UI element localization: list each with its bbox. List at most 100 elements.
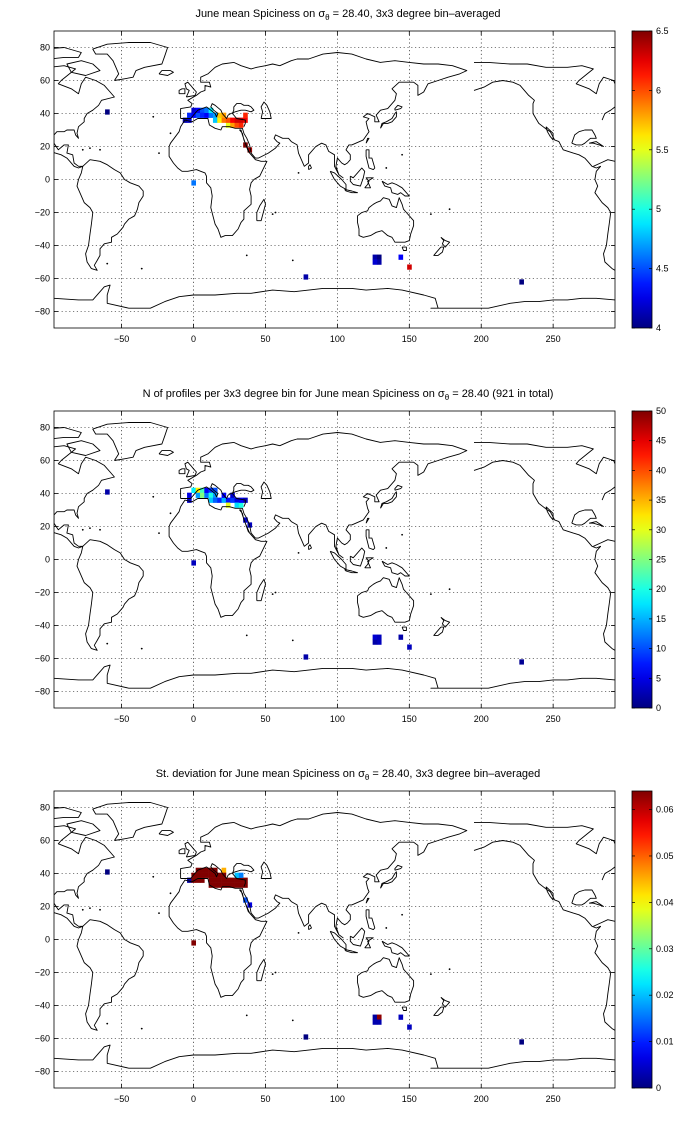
data-bin	[234, 877, 240, 883]
data-bin	[372, 639, 378, 645]
data-bin	[372, 1019, 378, 1025]
data-bin	[225, 497, 231, 503]
data-bin	[212, 112, 218, 118]
colorbar-tick-label: 10	[656, 644, 666, 654]
data-bin	[519, 1039, 524, 1045]
y-tick-label: −60	[35, 274, 50, 284]
data-bin	[376, 634, 382, 640]
data-bin	[187, 497, 192, 503]
data-bin	[376, 254, 382, 260]
data-bin	[187, 877, 192, 883]
coastlines	[54, 422, 615, 689]
colorbar-tick-label: 0.04	[656, 897, 674, 907]
colorbar-tick-label: 35	[656, 495, 666, 505]
data-bin	[212, 882, 218, 888]
colorbar-tick-label: 4.5	[656, 264, 669, 274]
data-bin	[221, 877, 227, 883]
data-bin	[398, 1014, 404, 1020]
x-tick-label: 250	[546, 1094, 561, 1104]
x-tick-label: 100	[330, 714, 345, 724]
y-tick-label: −60	[35, 1034, 50, 1044]
data-bin	[372, 259, 378, 265]
y-tick-label: 60	[40, 76, 50, 86]
data-bin	[217, 497, 222, 503]
data-bin	[208, 872, 214, 878]
colorbar-tick-label: 0.01	[656, 1037, 674, 1047]
y-tick-label: −40	[35, 621, 50, 631]
y-tick-label: 20	[40, 142, 50, 152]
data-bin	[191, 107, 196, 113]
data-bin	[212, 872, 218, 878]
x-tick-label: 100	[330, 334, 345, 344]
data-bin	[187, 117, 192, 123]
data-bin	[217, 877, 222, 883]
data-bin	[234, 882, 240, 888]
data-bin	[238, 117, 244, 123]
data-bin	[200, 877, 205, 883]
data-bin	[372, 254, 378, 260]
colorbar-tick-label: 40	[656, 465, 666, 475]
data-bin	[195, 112, 201, 118]
data-bin	[221, 867, 227, 873]
colorbar-tick-label: 50	[656, 406, 666, 416]
colorbar-tick-label: 0.03	[656, 944, 674, 954]
colorbar-tick-label: 0	[656, 703, 661, 713]
coastlines	[54, 802, 615, 1069]
data-bin	[105, 869, 110, 875]
x-tick-label: 50	[260, 334, 270, 344]
data-bins	[105, 487, 524, 665]
y-tick-label: 0	[45, 935, 50, 945]
figure-title: St. deviation for June mean Spiciness on…	[156, 768, 541, 782]
data-bin	[407, 1024, 412, 1030]
data-bin	[238, 502, 244, 508]
data-bin	[225, 117, 231, 123]
x-tick-label: 200	[474, 1094, 489, 1104]
data-bin	[208, 882, 214, 888]
data-bin	[303, 654, 309, 660]
data-bin	[208, 112, 214, 118]
data-bin	[234, 497, 240, 503]
x-tick-label: −50	[114, 1094, 129, 1104]
colorbar-tick-label: 25	[656, 555, 666, 565]
data-bin	[195, 492, 201, 498]
x-tick-label: 250	[546, 714, 561, 724]
data-bin	[230, 492, 235, 498]
data-bin	[243, 517, 248, 523]
data-bins	[105, 867, 524, 1045]
y-tick-label: 40	[40, 489, 50, 499]
colorbar-tick-label: 0.02	[656, 990, 674, 1000]
data-bin	[238, 122, 244, 128]
data-bin	[376, 639, 382, 645]
data-bin	[212, 867, 218, 873]
colorbar	[631, 30, 653, 329]
data-bin	[221, 497, 227, 503]
data-bin	[230, 882, 235, 888]
data-bin	[195, 872, 201, 878]
colorbar	[631, 790, 653, 1089]
data-bin	[217, 872, 222, 878]
data-bin	[238, 882, 244, 888]
data-bin	[221, 882, 227, 888]
data-bin	[200, 487, 205, 493]
data-bin	[234, 872, 240, 878]
figure-title: N of profiles per 3x3 degree bin for Jun…	[143, 388, 554, 402]
data-bin	[200, 872, 205, 878]
data-bin	[204, 872, 209, 878]
spiciness-map-panel: June mean Spiciness on σθ = 28.40, 3x3 d…	[0, 0, 696, 380]
grid-lines	[54, 411, 615, 708]
data-bin	[217, 112, 222, 118]
data-bin	[191, 940, 196, 946]
data-bin	[187, 492, 192, 498]
y-tick-label: 20	[40, 902, 50, 912]
colorbar-tick-label: 0.05	[656, 851, 674, 861]
colorbar-tick-label: 45	[656, 436, 666, 446]
data-bin	[225, 122, 231, 128]
figure-title: June mean Spiciness on σθ = 28.40, 3x3 d…	[195, 8, 500, 22]
data-bin	[238, 872, 244, 878]
data-bin	[230, 117, 235, 123]
y-tick-label: −20	[35, 968, 50, 978]
data-bin	[234, 122, 240, 128]
data-bin	[376, 259, 382, 265]
data-bin	[376, 1019, 382, 1025]
data-bin	[212, 877, 218, 883]
